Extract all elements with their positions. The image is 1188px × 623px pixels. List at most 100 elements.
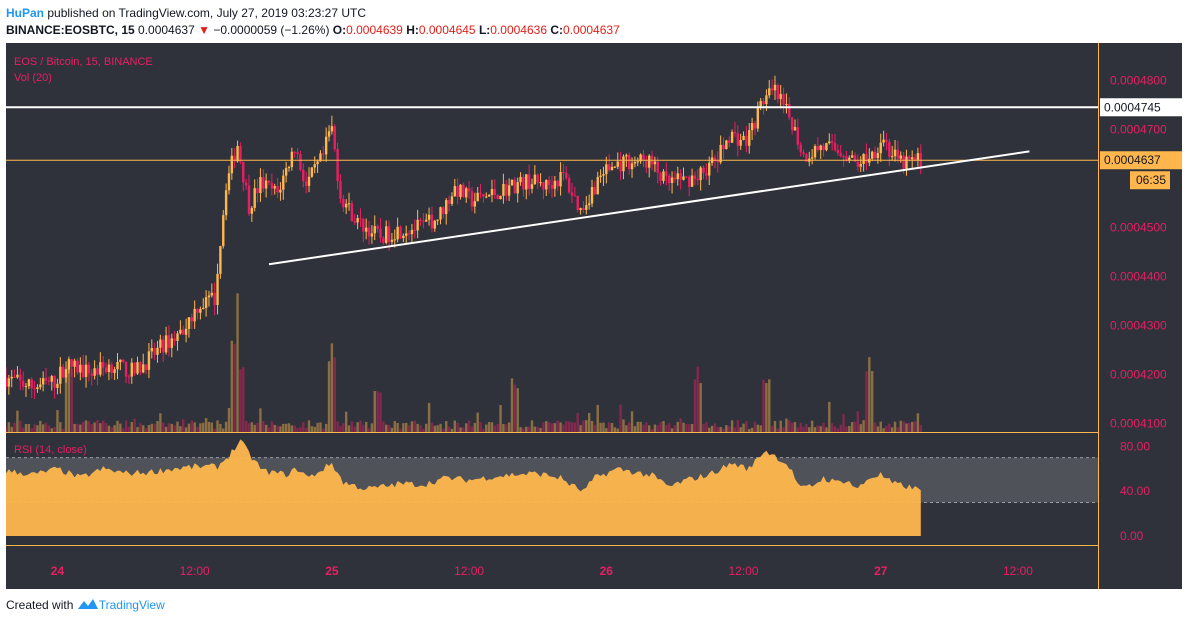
volume-bar [96,420,99,432]
candle-down [702,167,705,174]
candle-up [396,226,399,240]
candle-down [333,126,336,150]
candle-down [685,176,688,178]
low-value: 0.0004636 [490,23,548,37]
volume-bar [739,427,742,432]
time-tick-label: 27 [874,564,888,578]
volume-bar [713,423,717,432]
candle-up [585,205,588,210]
volume-bar [147,425,151,432]
candle-up [402,235,405,239]
candle-up [264,180,268,189]
candle-up [605,164,608,175]
price-chart-svg[interactable]: 0.0004800 0.0004700 0.0004500 0.0004400 0.00… [4,43,1182,589]
candle-down [873,151,877,159]
volume-bar [27,423,31,432]
volume-bar [247,423,251,432]
candle-down [376,226,379,229]
volume-bar [153,423,156,432]
candle-up [16,374,19,378]
volume-bar [493,425,497,432]
candle-down [802,152,805,155]
candle-down [322,153,325,155]
volume-bar [299,427,302,432]
candle-down [908,156,911,160]
volume-bar [905,423,908,432]
volume-bar [842,414,845,432]
volume-bar [93,422,96,432]
volume-bar [856,411,860,432]
candle-up [93,368,96,376]
candle-up [156,347,159,355]
time-tick-label: 12:00 [180,564,210,578]
candle-up [313,164,316,168]
candle-down [81,364,85,378]
candle-up [828,141,831,144]
price-pane[interactable] [6,43,1098,432]
candle-down [339,181,342,199]
candle-up [445,200,448,215]
candle-up [899,155,902,159]
candle-down [705,173,708,176]
volume-bar [184,427,188,432]
author-link[interactable]: HuPan [6,6,45,20]
candle-down [359,218,362,220]
volume-bar [630,411,634,432]
candle-down [101,362,105,368]
time-tick-label: 12:00 [1003,564,1033,578]
volume-bar [796,427,800,432]
candle-up [587,203,591,206]
candle-up [636,161,639,163]
candle-down [470,191,474,207]
volume-bar [645,422,648,432]
candle-up [224,190,228,216]
volume-bar [585,420,588,432]
volume-bar [207,421,211,432]
candle-up [756,106,760,129]
support-trendline[interactable] [268,150,1030,266]
candle-up [516,182,519,194]
volume-bar [342,423,345,432]
volume-bar [542,422,545,432]
volume-bar [101,420,105,432]
candle-down [805,154,808,162]
volume-bar [639,421,642,432]
candle-up [327,131,331,137]
candle-up [719,144,722,163]
close-label: C: [550,23,564,37]
candle-down [856,161,860,167]
time-axis[interactable] [6,545,1098,589]
price-axis[interactable] [1098,43,1182,589]
candle-down [696,178,699,181]
candle-down [296,152,299,155]
volume-bar [565,421,568,432]
candle-down [902,155,905,169]
candle-up [287,167,291,169]
volume-bar [56,410,59,432]
candle-up [427,214,431,220]
volume-bar [745,421,748,432]
candle-up [579,208,582,211]
candle-up [41,378,45,385]
candle-up [819,145,822,150]
candle-up [216,273,219,306]
volume-bar [204,418,208,432]
volume-bar [327,361,331,432]
chart-area[interactable]: 0.0004800 0.0004700 0.0004500 0.0004400 0.00… [4,43,1182,589]
symbol-line: BINANCE:EOSBTC, 15 0.0004637 ▼ −0.000005… [6,23,620,37]
volume-bar [513,384,517,432]
price-tick-label: 0.0004700 [1110,122,1167,136]
candle-up [107,364,111,373]
volume-bar [733,427,737,432]
tradingview-brand[interactable]: TradingView [98,598,165,612]
candle-up [282,175,285,190]
volume-bar [227,408,231,432]
volume-bar [67,366,71,432]
last-price-tag [1100,151,1182,170]
candle-down [642,154,645,160]
volume-bar [519,427,522,432]
volume-bar [893,421,897,432]
candle-down [562,172,565,174]
candle-up [485,196,488,198]
volume-bar [399,428,402,432]
